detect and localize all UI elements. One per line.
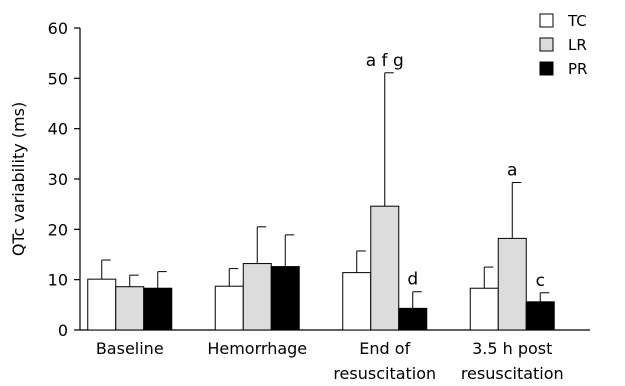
x-category-label: Baseline (96, 339, 164, 358)
bar-pr (525, 301, 555, 331)
bar-tc (469, 287, 499, 331)
x-category-label: Hemorrhage (207, 339, 307, 358)
bar-lr (497, 237, 527, 331)
significance-annotation: a f g (366, 51, 404, 71)
y-tick-label: 40 (48, 120, 68, 139)
y-tick-label: 10 (48, 271, 68, 290)
labels: 0 10 20 30 40 50 60 QTc variability (ms) Baselin… (9, 19, 564, 383)
significance-annotation: c (536, 271, 545, 291)
y-axis-title: QTc variability (ms) (9, 102, 28, 256)
legend-label-tc: TC (567, 12, 587, 30)
legend-swatch-lr (539, 37, 554, 52)
significance-annotation: d (407, 270, 418, 290)
bars (87, 72, 555, 331)
bar-tc (214, 285, 244, 331)
significance-annotation: a (507, 161, 517, 181)
bar-lr (115, 286, 145, 331)
bar-pr (143, 287, 173, 331)
bar-pr (270, 266, 300, 331)
y-tick-label: 20 (48, 220, 68, 239)
x-category-label: resuscitation (461, 364, 564, 383)
x-category-label: 3.5 h post (472, 339, 552, 358)
x-category-label: End of (359, 339, 410, 358)
y-tick-label: 50 (48, 69, 68, 88)
bar-lr (370, 205, 400, 331)
bar-tc (342, 272, 372, 331)
bar-tc (87, 278, 117, 331)
legend: TC LR PR (539, 12, 587, 78)
legend-label-pr: PR (568, 60, 587, 78)
legend-swatch-pr (539, 61, 554, 76)
x-category-label: resuscitation (333, 364, 436, 383)
y-tick-label: 60 (48, 19, 68, 38)
legend-label-lr: LR (568, 36, 587, 54)
legend-swatch-tc (539, 13, 554, 28)
y-tick-label: 0 (58, 321, 68, 340)
bar-lr (242, 263, 272, 331)
y-tick-label: 30 (48, 170, 68, 189)
bar-pr (398, 307, 428, 331)
